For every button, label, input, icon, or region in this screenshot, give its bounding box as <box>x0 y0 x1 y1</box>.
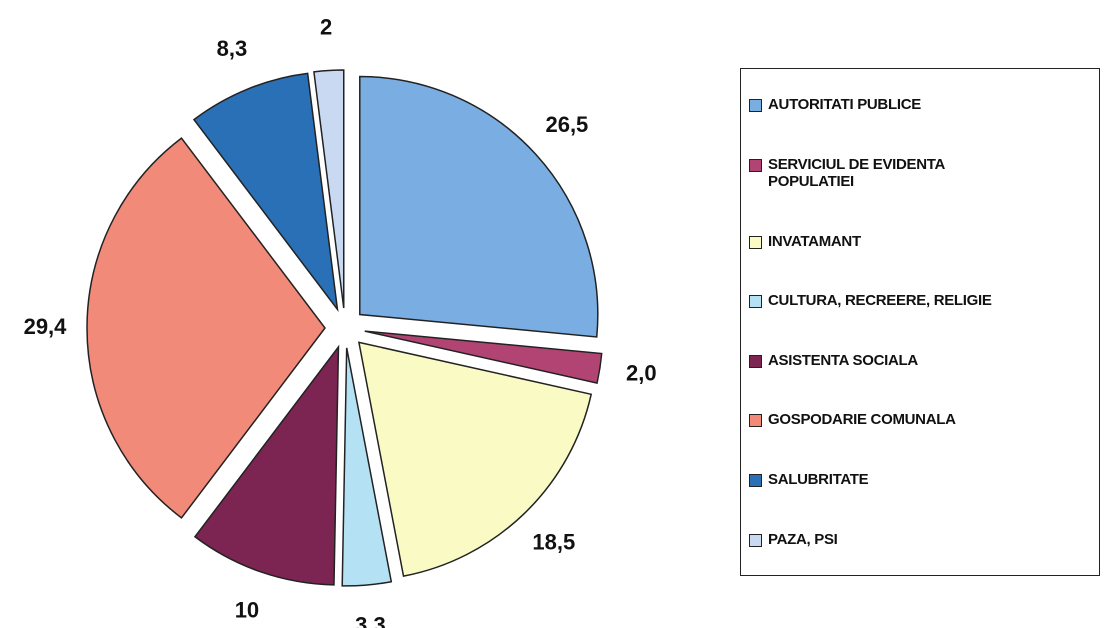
legend-label: GOSPODARIE COMUNALA <box>768 411 956 429</box>
data-label: 26,5 <box>545 112 588 137</box>
pie-slice <box>313 69 345 309</box>
legend-swatch <box>749 158 762 172</box>
pie-slice <box>364 330 603 384</box>
legend-swatch <box>749 354 762 368</box>
legend-label: ASISTENTA SOCIALA <box>768 351 918 369</box>
legend-label: SERVICIUL DE EVIDENTA POPULATIEI <box>768 155 945 190</box>
pie-slice <box>86 137 326 519</box>
pie-slice <box>359 75 599 338</box>
pie-slice <box>341 347 393 587</box>
data-label: 2 <box>320 14 332 39</box>
legend-item: INVATAMANT <box>749 233 1091 250</box>
legend-item: AUTORITATI PUBLICE <box>749 96 1091 113</box>
legend-swatch <box>749 235 762 249</box>
legend-swatch <box>749 533 762 547</box>
legend: AUTORITATI PUBLICE SERVICIUL DE EVIDENTA … <box>740 68 1100 576</box>
data-label: 29,4 <box>24 314 68 339</box>
legend-swatch <box>749 474 762 488</box>
legend-label: PAZA, PSI <box>768 530 838 548</box>
data-label: 18,5 <box>532 529 575 554</box>
legend-swatch <box>749 99 762 113</box>
legend-label: AUTORITATI PUBLICE <box>768 96 921 114</box>
legend-item: CULTURA, RECREERE, RELIGIE <box>749 292 1091 309</box>
pie-slice <box>193 344 340 586</box>
legend-label: CULTURA, RECREERE, RELIGIE <box>768 292 992 310</box>
legend-label: SALUBRITATE <box>768 471 869 489</box>
pie-slice <box>192 72 339 313</box>
pie-area: 26,5 2,0 18,5 3,3 10 29,4 8,3 2 <box>24 14 657 628</box>
legend-item: PAZA, PSI <box>749 531 1091 548</box>
legend-item: GOSPODARIE COMUNALA <box>749 411 1091 428</box>
data-label: 8,3 <box>217 36 248 61</box>
data-label: 3,3 <box>355 613 386 628</box>
legend-swatch <box>749 414 762 428</box>
legend-item: SERVICIUL DE EVIDENTA POPULATIEI <box>749 156 1091 190</box>
data-label: 2,0 <box>626 361 657 386</box>
legend-swatch <box>749 295 762 309</box>
legend-label: INVATAMANT <box>768 232 861 250</box>
legend-item: SALUBRITATE <box>749 471 1091 488</box>
pie-slice <box>357 341 593 578</box>
legend-item: ASISTENTA SOCIALA <box>749 352 1091 369</box>
data-label: 10 <box>235 597 259 622</box>
